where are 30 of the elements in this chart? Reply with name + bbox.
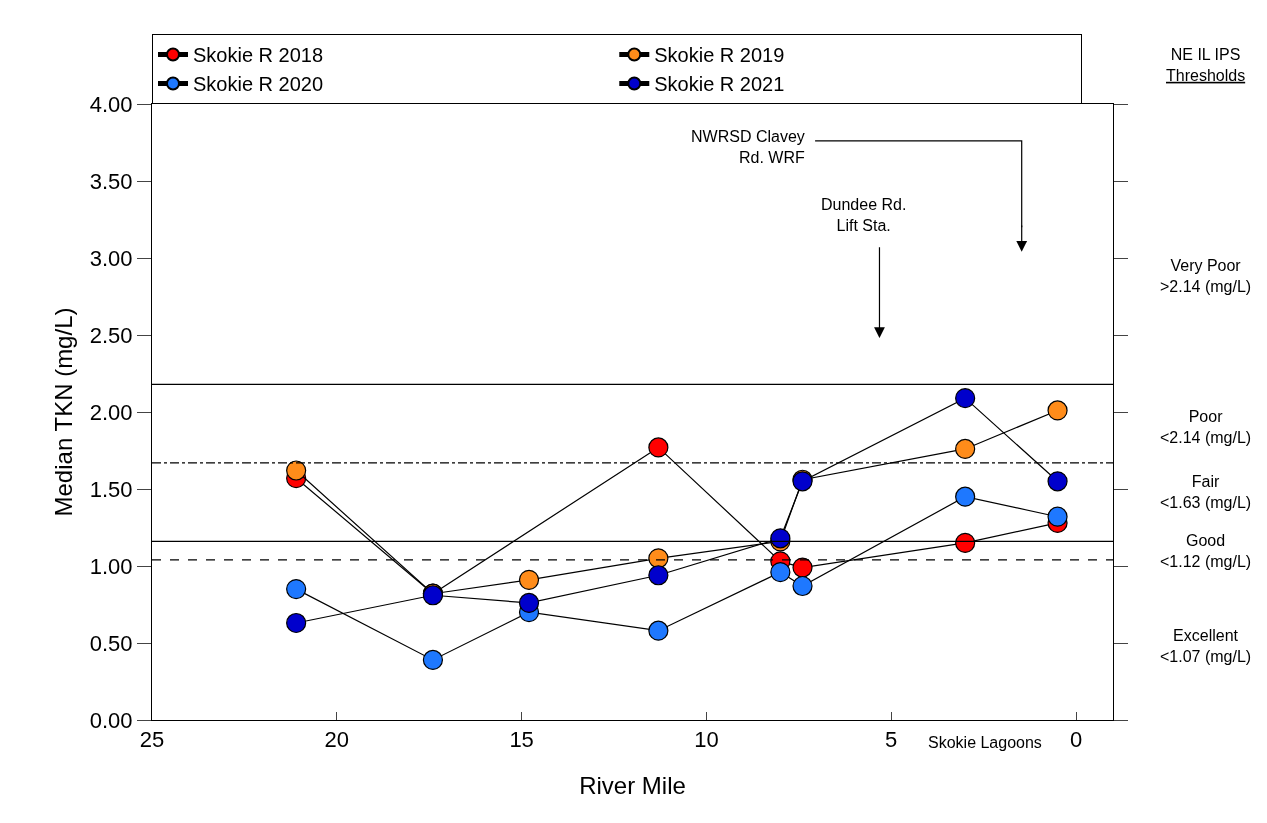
y-tick-label: 3.00	[89, 245, 133, 271]
y-tick-label: 2.00	[89, 399, 133, 425]
x-tick-label: 25	[139, 727, 165, 753]
x-tick-label: 20	[324, 727, 350, 753]
text: Fair <1.63 (mg/L)	[1160, 473, 1252, 511]
y-tick-label: 0.50	[89, 630, 133, 656]
legend-label: Skokie R 2020	[193, 73, 324, 96]
x-tick-label: 10	[694, 727, 719, 753]
y-axis-title: Median TKN (mg/L)	[49, 307, 77, 517]
legend-label: Skokie R 2018	[193, 44, 324, 67]
text: Skokie Lagoons	[928, 734, 1042, 751]
annotation: NWRSD Clavey Rd. WRF	[691, 128, 806, 166]
y-tick-label: 0.00	[89, 707, 133, 733]
text: Poor <2.14 (mg/L)	[1160, 408, 1252, 446]
legend-label: Skokie R 2019	[654, 44, 785, 67]
x-tick-label: 15	[509, 727, 534, 753]
y-tick-label: 3.50	[89, 168, 133, 194]
y-tick-label: 2.50	[89, 322, 133, 348]
text: NE IL IPS Thresholds	[1166, 46, 1246, 84]
annotation: Dundee Rd. Lift Sta.	[821, 196, 907, 234]
y-tick-label: 1.00	[89, 553, 133, 579]
x-axis-title: River Mile	[579, 771, 686, 799]
x-tick-label: 5	[885, 727, 898, 753]
text: Good <1.12 (mg/L)	[1160, 532, 1252, 570]
text: Excellent <1.07 (mg/L)	[1160, 627, 1252, 665]
y-tick-label: 1.50	[89, 476, 133, 502]
legend-label: Skokie R 2021	[654, 73, 785, 96]
text: Very Poor >2.14 (mg/L)	[1160, 257, 1252, 295]
y-tick-label: 4.00	[89, 91, 133, 117]
x-tick-label: 0	[1069, 727, 1083, 753]
